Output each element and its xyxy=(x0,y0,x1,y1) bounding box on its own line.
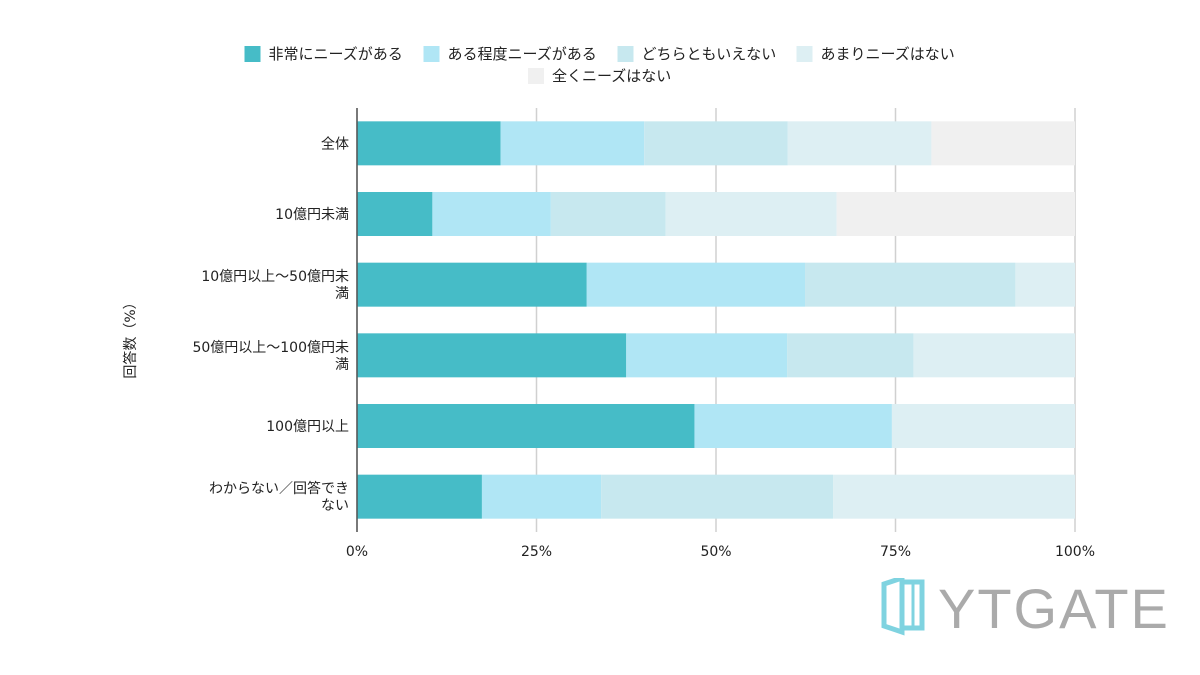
bar-segment xyxy=(694,404,892,448)
category-label: 10億円以上〜50億円未満 xyxy=(201,269,349,302)
x-tick-label: 0% xyxy=(346,544,368,560)
x-tick-label: 25% xyxy=(521,544,552,560)
legend-label: あまりニーズはない xyxy=(821,45,955,63)
logo: YTGATE xyxy=(878,574,1168,642)
y-axis-title: 回答数（%） xyxy=(122,295,139,378)
y-axis: 全体 10億円未満 10億円以上〜50億円未満 50億円以上〜100億円未満 100億円… xyxy=(192,108,358,532)
legend: 非常にニーズがある ある程度ニーズがある どちらともいえない あまりニーズはない全くニ… xyxy=(244,45,955,85)
bar-segment xyxy=(500,121,645,166)
bar-segment xyxy=(891,404,1075,448)
bar-segment xyxy=(836,192,1075,236)
bar-segment xyxy=(644,121,788,166)
bar-segment xyxy=(787,121,932,166)
legend-label: どちらともいえない xyxy=(642,45,777,63)
bar-segment xyxy=(833,474,1075,519)
legend-swatch xyxy=(244,46,261,62)
legend-swatch xyxy=(423,46,440,62)
bar-segment xyxy=(357,121,501,166)
bar-segment xyxy=(357,474,482,519)
bar-segment xyxy=(357,192,433,236)
bar-segment xyxy=(913,333,1075,378)
bar-segment xyxy=(601,474,834,519)
category-label: 10億円未満 xyxy=(275,207,349,223)
door-icon xyxy=(881,574,925,636)
bar-segment xyxy=(665,192,837,236)
legend-swatch xyxy=(617,46,634,62)
bar-segment xyxy=(805,262,1016,307)
logo-text: YTGATE xyxy=(938,578,1168,638)
bar-segment xyxy=(787,333,914,378)
x-axis: 0% 25% 50% 75% 100% xyxy=(346,544,1095,560)
bar-segment xyxy=(626,333,788,378)
bar-segment xyxy=(357,333,627,378)
x-tick-label: 50% xyxy=(700,544,731,560)
bar-segment xyxy=(432,192,551,236)
legend-label: 非常にニーズがある xyxy=(269,45,403,63)
legend-label: 全くニーズはない xyxy=(552,67,671,85)
category-label: 50億円以上〜100億円未満 xyxy=(192,340,349,373)
bar-segment xyxy=(357,262,587,307)
bar-segment xyxy=(586,262,806,307)
category-label: わからない／回答できない xyxy=(209,480,349,514)
x-tick-label: 100% xyxy=(1055,544,1095,560)
legend-swatch xyxy=(528,68,544,84)
x-tick-label: 75% xyxy=(880,544,911,560)
category-label: 100億円以上 xyxy=(266,419,349,435)
bar-segment xyxy=(550,192,666,236)
legend-swatch xyxy=(796,46,813,62)
category-label: 全体 xyxy=(321,135,349,152)
bar-segment xyxy=(481,474,602,519)
ytgate-logo: YTGATE xyxy=(881,574,1168,640)
legend-label: ある程度ニーズがある xyxy=(448,45,597,63)
bars xyxy=(357,121,1075,519)
bar-segment xyxy=(1015,262,1075,307)
bar-segment xyxy=(357,404,695,448)
gridlines xyxy=(356,108,1076,532)
bar-segment xyxy=(931,121,1075,166)
